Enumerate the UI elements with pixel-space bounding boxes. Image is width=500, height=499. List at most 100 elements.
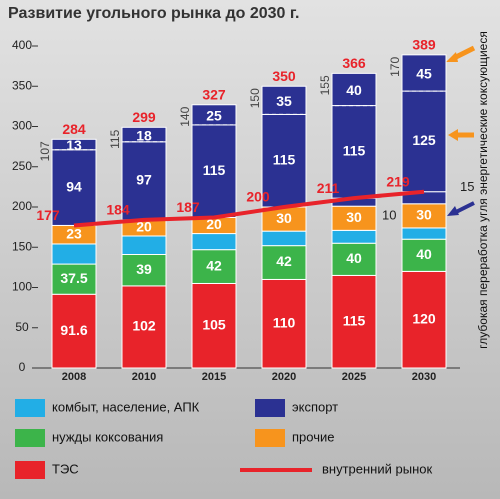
total-label: 389 xyxy=(412,37,436,53)
total-label: 350 xyxy=(272,68,296,84)
line-label: 211 xyxy=(317,180,340,196)
bar-segment xyxy=(51,293,97,369)
export-total-label: 107 xyxy=(38,141,52,161)
line-label: 184 xyxy=(106,202,130,218)
bar-segment xyxy=(331,72,377,107)
segment-label: 13 xyxy=(66,137,82,153)
segment-label: 40 xyxy=(346,82,362,98)
segment-label: 40 xyxy=(346,250,362,266)
segment-label: 105 xyxy=(202,316,226,332)
y-tick-label: 250 xyxy=(12,159,32,173)
bar-segment xyxy=(261,245,307,280)
export-total-label: 115 xyxy=(108,129,122,148)
y-tick-label: 400 xyxy=(12,38,32,52)
segment-label: 25 xyxy=(206,108,222,124)
legend-swatch xyxy=(255,399,285,417)
segment-label: 94 xyxy=(66,178,82,194)
line-label: 177 xyxy=(36,207,60,223)
export-total-label: 150 xyxy=(248,88,262,108)
segment-label: 45 xyxy=(416,66,432,82)
bar-segment xyxy=(191,124,237,218)
x-tick-label: 2008 xyxy=(62,371,86,383)
bar-segment xyxy=(121,285,167,369)
y-tick-label: 300 xyxy=(12,119,32,133)
bar-segment xyxy=(191,282,237,369)
bar-segment xyxy=(51,243,97,265)
bar-segment xyxy=(191,233,237,251)
bar-segment xyxy=(191,249,237,284)
line-label: 219 xyxy=(386,173,410,189)
legend-label: комбыт, население, АПК xyxy=(52,399,200,414)
legend-label: прочие xyxy=(292,429,334,444)
bar-segment xyxy=(121,126,167,143)
bar-segment xyxy=(331,229,377,244)
bar-segment xyxy=(261,85,307,115)
total-label: 299 xyxy=(132,109,156,125)
side-label: 15 xyxy=(460,179,474,194)
segment-label: 30 xyxy=(416,207,432,223)
segment-label: 30 xyxy=(276,210,292,226)
bar-segment xyxy=(51,149,97,226)
segment-label: 91.6 xyxy=(60,322,87,338)
annotation: глубокая переработка угля энергетические… xyxy=(476,31,490,349)
y-tick-label: 200 xyxy=(12,199,32,213)
segment-label: 40 xyxy=(416,246,432,262)
legend-label: ТЭС xyxy=(52,461,79,476)
bar-segment xyxy=(191,104,237,126)
segment-label: 37.5 xyxy=(60,270,87,286)
bar-segment xyxy=(121,141,167,221)
bar-segment xyxy=(331,274,377,369)
bar-segment xyxy=(331,242,377,276)
bar-segment xyxy=(331,205,377,231)
bar-segment xyxy=(401,238,447,272)
segment-label: 39 xyxy=(136,261,152,277)
segment-label: 42 xyxy=(276,253,292,269)
legend-label: экспорт xyxy=(292,399,338,414)
bar-segment xyxy=(121,235,167,255)
segment-label: 20 xyxy=(206,216,222,232)
bar-segment xyxy=(51,138,97,151)
segment-label: 115 xyxy=(203,162,226,178)
y-tick-label: 100 xyxy=(12,280,32,294)
legend-swatch xyxy=(255,429,285,447)
bar-segment xyxy=(401,227,447,240)
side-label: 10 xyxy=(382,208,396,223)
export-total-label: 140 xyxy=(178,106,192,126)
bar-segment xyxy=(51,263,97,295)
bar-segment xyxy=(261,113,307,208)
legend-swatch xyxy=(15,461,45,479)
y-tick-label: 0 xyxy=(19,360,26,374)
segment-label: 97 xyxy=(136,172,152,188)
chart-title: Развитие угольного рынка до 2030 г. xyxy=(8,5,299,22)
bar-segment xyxy=(331,105,377,199)
segment-label: 115 xyxy=(343,143,366,159)
export-total-label: 155 xyxy=(318,75,332,95)
total-label: 284 xyxy=(62,121,86,137)
arrows xyxy=(446,45,476,216)
x-tick-label: 2015 xyxy=(202,371,226,383)
legend-swatch xyxy=(15,429,45,447)
x-tick-label: 2020 xyxy=(272,371,296,383)
segment-label: 120 xyxy=(412,310,436,326)
segment-label: 125 xyxy=(412,132,436,148)
line-label: 187 xyxy=(176,199,200,215)
x-tick-label: 2010 xyxy=(132,371,156,383)
line xyxy=(73,189,425,228)
line-label: 200 xyxy=(246,189,270,205)
segment-label: 42 xyxy=(206,257,222,273)
bar-segment xyxy=(261,230,307,247)
segment-label: 115 xyxy=(273,151,296,167)
segment-label: 30 xyxy=(346,209,362,225)
segment-label: 20 xyxy=(136,219,152,235)
segment-label: 23 xyxy=(66,225,82,241)
y-tick-label: 350 xyxy=(12,78,32,92)
legend-label: нужды коксования xyxy=(52,429,163,444)
legend-label: внутренний рынок xyxy=(322,461,432,476)
total-label: 366 xyxy=(342,55,366,71)
segment-label: 110 xyxy=(273,314,296,330)
y-tick-label: 150 xyxy=(12,239,32,253)
segment-label: 35 xyxy=(276,93,292,109)
legend-swatch xyxy=(15,399,45,417)
x-tick-label: 2030 xyxy=(412,371,436,383)
